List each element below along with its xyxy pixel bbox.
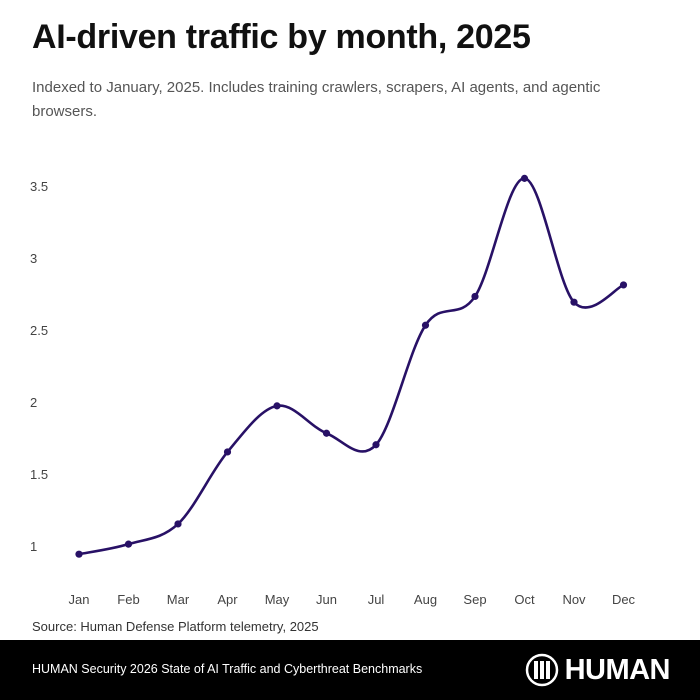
human-logo-icon: [525, 653, 558, 687]
x-tick-label: Aug: [414, 592, 437, 607]
data-point-jun: [322, 429, 331, 437]
data-point-sep: [471, 292, 479, 301]
footer-report-title: HUMAN Security 2026 State of AI Traffic …: [32, 662, 423, 676]
x-tick-label: Feb: [117, 592, 139, 607]
x-tick-label: Sep: [463, 592, 486, 607]
x-tick-label: Mar: [167, 592, 190, 607]
data-point-aug: [421, 321, 430, 329]
data-point-oct: [520, 174, 529, 182]
chart-title: AI-driven traffic by month, 2025: [32, 18, 531, 56]
x-tick-label: Jul: [368, 592, 385, 607]
brand-wordmark: HUMAN: [564, 653, 671, 686]
y-tick-label: 1.5: [30, 467, 48, 482]
data-point-may: [273, 402, 281, 410]
x-tick-label: May: [265, 592, 290, 607]
data-point-jan: [75, 550, 83, 558]
data-point-apr: [223, 448, 232, 456]
x-tick-label: Nov: [562, 592, 586, 607]
y-axis: 1 1.5 2 2.5 3 3.5: [30, 179, 48, 554]
x-axis: Jan Feb Mar Apr May Jun Jul Aug Sep Oct Nov Dec: [69, 592, 636, 607]
y-tick-label: 1: [30, 539, 37, 554]
x-tick-label: Jun: [316, 592, 337, 607]
y-tick-label: 3.5: [30, 179, 48, 194]
x-tick-label: Jan: [69, 592, 90, 607]
footer-bar: HUMAN Security 2026 State of AI Traffic …: [0, 640, 700, 700]
data-point-dec: [619, 281, 628, 289]
x-tick-label: Dec: [612, 592, 636, 607]
data-point-feb: [124, 540, 133, 548]
data-point-jul: [372, 441, 380, 449]
y-tick-label: 2.5: [30, 323, 48, 338]
data-point-nov: [570, 298, 578, 306]
plot-area: [75, 174, 628, 558]
data-point-mar: [174, 520, 182, 528]
brand-logo: HUMAN: [525, 653, 671, 687]
x-tick-label: Oct: [514, 592, 535, 607]
y-tick-label: 3: [30, 251, 37, 266]
line-chart: 1 1.5 2 2.5 3 3.5 Jan Feb Mar Apr May Jun Jul Aug Sep…: [30, 174, 636, 607]
chart-subtitle: Indexed to January, 2025. Includes train…: [32, 79, 601, 120]
y-tick-label: 2: [30, 395, 37, 410]
source-note: Source: Human Defense Platform telemetry…: [32, 619, 319, 634]
series-line: [77, 177, 625, 556]
x-tick-label: Apr: [217, 592, 238, 607]
